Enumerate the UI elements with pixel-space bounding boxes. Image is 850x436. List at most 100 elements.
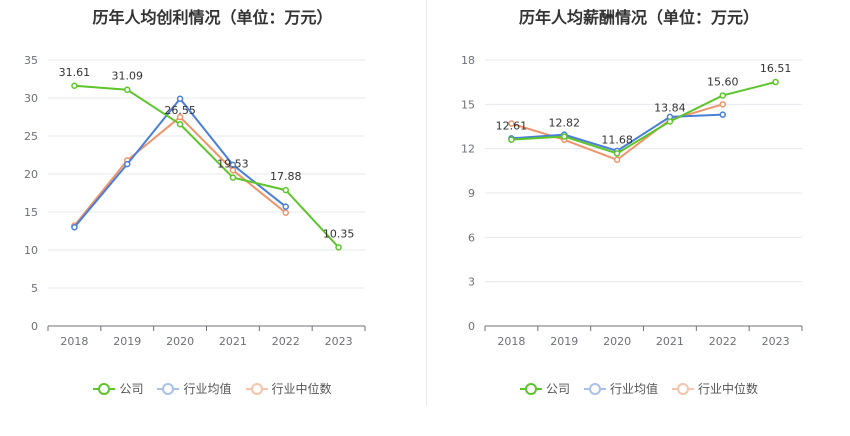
legend-swatch-icon [245, 382, 268, 395]
legend-label: 行业均值 [183, 382, 232, 396]
y-tick-label: 10 [24, 244, 38, 257]
legend-label: 公司 [119, 382, 144, 396]
data-labels: 31.61 31.09 26.55 19.53 17.88 10.35 [59, 66, 355, 241]
legend-swatch-icon [519, 382, 542, 395]
data-point[interactable] [176, 95, 184, 103]
data-point[interactable] [666, 118, 674, 125]
legend-swatch-icon [672, 382, 694, 395]
legend-item-industry-median[interactable]: 行业中位数 [672, 380, 758, 397]
data-point[interactable] [71, 82, 78, 90]
data-point[interactable] [772, 78, 779, 86]
legend-label: 行业中位数 [271, 382, 332, 396]
data-point[interactable] [613, 156, 621, 163]
data-point[interactable] [282, 203, 289, 210]
legend-item-company[interactable]: 公司 [93, 380, 143, 397]
chart-title: 历年人均创利情况（单位：万元） [92, 8, 333, 27]
x-tick-label: 2023 [325, 335, 353, 348]
y-tick-label: 18 [461, 54, 475, 67]
chart-title: 历年人均薪酬情况（单位：万元） [518, 8, 759, 27]
data-point[interactable] [176, 113, 184, 121]
data-point[interactable] [282, 186, 289, 194]
data-point[interactable] [124, 86, 131, 93]
x-tick-label: 2021 [656, 335, 684, 348]
x-tick-label: 2021 [219, 335, 247, 348]
series-2 [71, 113, 289, 229]
y-tick-label: 25 [24, 130, 38, 143]
chart-panel-profit: 历年人均创利情况（单位：万元） 0 5 10 15 20 25 30 35 2018 2019 20… [0, 8, 425, 397]
panel-divider [426, 0, 427, 406]
data-label: 12.61 [496, 120, 528, 133]
data-label: 16.51 [760, 62, 792, 75]
data-point[interactable] [282, 209, 289, 217]
data-labels: 12.61 12.82 11.68 13.84 15.60 16.51 [496, 62, 792, 146]
legend-item-industry-median[interactable]: 行业中位数 [245, 380, 332, 397]
legend-item-company[interactable]: 公司 [519, 380, 570, 397]
data-point[interactable] [176, 120, 184, 128]
legend-label: 行业中位数 [698, 382, 759, 396]
grid-lines: 0 5 10 15 20 25 30 35 2018 2019 2020 2021 2022 2023 [24, 54, 366, 348]
data-label: 26.55 [164, 104, 196, 117]
data-label: 12.82 [549, 117, 581, 130]
y-tick-label: 20 [24, 168, 38, 181]
legend-swatch-icon [93, 382, 116, 395]
data-label: 31.09 [112, 70, 144, 83]
legend-label: 公司 [545, 382, 570, 396]
data-point[interactable] [229, 161, 237, 169]
data-label: 10.35 [323, 227, 355, 240]
x-tick-label: 2019 [550, 335, 578, 348]
series-line [73, 115, 287, 227]
data-point[interactable] [719, 101, 726, 108]
legend-swatch-icon [157, 382, 180, 395]
data-point[interactable] [335, 244, 342, 251]
data-point[interactable] [613, 150, 621, 157]
x-tick-label: 2022 [272, 335, 300, 348]
legend-item-industry-avg[interactable]: 行业均值 [157, 380, 232, 397]
series-line [74, 84, 340, 249]
chart-panel-salary: 历年人均薪酬情况（单位：万元） 0 3 6 9 12 15 18 2018 2019 2020 20… [428, 0, 850, 436]
data-point[interactable] [719, 111, 726, 118]
y-tick-label: 30 [24, 92, 38, 105]
x-tick-label: 2022 [709, 335, 737, 348]
y-tick-label: 5 [31, 282, 38, 295]
x-tick-label: 2019 [113, 335, 141, 348]
y-tick-label: 6 [468, 231, 475, 244]
series-line [511, 81, 776, 155]
grid-lines: 0 3 6 9 12 15 18 2018 2019 2020 2021 2022 2023 [461, 54, 803, 348]
data-label: 15.60 [707, 75, 739, 88]
y-tick-label: 15 [461, 98, 475, 111]
x-tick-label: 2018 [497, 335, 525, 348]
data-point[interactable] [124, 160, 131, 168]
y-tick-label: 0 [31, 320, 38, 333]
data-point[interactable] [71, 223, 78, 231]
data-label: 17.88 [270, 170, 302, 183]
y-tick-label: 35 [24, 54, 38, 67]
legend-swatch-icon [583, 382, 606, 395]
line-chart-profit: 0 5 10 15 20 25 30 35 2018 2019 2020 2021 2022 2023 31… [24, 54, 366, 348]
data-point[interactable] [719, 92, 726, 99]
series-0 [508, 78, 779, 157]
data-label: 31.61 [59, 66, 91, 79]
data-point[interactable] [229, 174, 237, 181]
data-point[interactable] [561, 133, 568, 140]
series-1 [71, 95, 289, 231]
x-tick-label: 2018 [60, 335, 88, 348]
data-label: 11.68 [601, 133, 633, 146]
x-tick-label: 2020 [603, 335, 631, 348]
y-tick-label: 12 [461, 143, 475, 156]
y-tick-label: 15 [24, 206, 38, 219]
chart-legend: 公司 行业均值 行业中位数 [0, 380, 425, 397]
legend-label: 行业均值 [609, 382, 658, 396]
series-0 [71, 82, 342, 251]
data-label: 13.84 [654, 101, 686, 114]
y-tick-label: 0 [468, 320, 475, 333]
y-tick-label: 9 [468, 187, 475, 200]
y-tick-label: 3 [468, 276, 475, 289]
data-label: 19.53 [217, 158, 249, 171]
legend-item-industry-avg[interactable]: 行业均值 [583, 380, 658, 397]
data-point[interactable] [508, 120, 515, 127]
x-tick-label: 2023 [762, 335, 790, 348]
data-point[interactable] [508, 136, 515, 143]
chart-legend: 公司 行业均值 行业中位数 [428, 380, 850, 397]
x-tick-label: 2020 [166, 335, 194, 348]
